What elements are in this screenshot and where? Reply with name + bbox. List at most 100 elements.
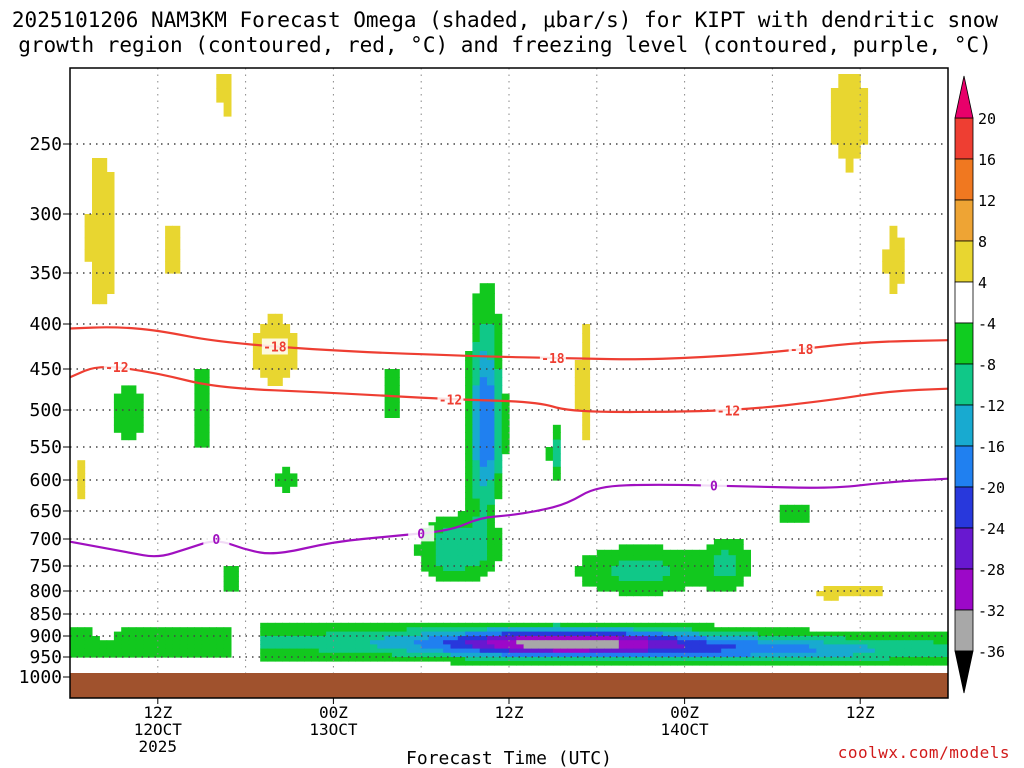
omega-cell <box>611 555 620 562</box>
omega-cell <box>165 261 173 274</box>
omega-cell <box>106 652 115 658</box>
colorbar-label: 16 <box>978 151 996 169</box>
omega-cell <box>640 636 649 641</box>
omega-cell <box>648 555 656 562</box>
omega-cell <box>472 566 481 572</box>
omega-cell <box>611 627 620 633</box>
omega-cell <box>501 393 510 403</box>
omega-cell <box>538 648 547 654</box>
x-tick-label: 13OCT <box>309 720 358 739</box>
omega-cell <box>662 627 671 633</box>
omega-cell <box>311 644 320 650</box>
omega-cell <box>362 636 371 641</box>
omega-cell <box>611 571 620 577</box>
omega-cell <box>187 652 195 658</box>
omega-cell <box>889 237 898 250</box>
omega-cell <box>465 460 473 468</box>
omega-cell <box>391 627 400 633</box>
omega-cell <box>487 544 495 551</box>
omega-cell <box>216 631 225 637</box>
omega-cell <box>201 644 210 650</box>
omega-cell <box>582 576 591 582</box>
omega-cell <box>282 369 291 378</box>
omega-cell <box>801 627 810 633</box>
omega-cell <box>472 576 481 582</box>
chart-title-line-2: growth region (contoured, red, °C) and f… <box>18 33 992 57</box>
omega-cell <box>867 657 876 662</box>
omega-cell <box>465 555 473 562</box>
omega-cell <box>911 661 920 666</box>
omega-cell <box>311 657 320 662</box>
omega-cell <box>633 576 642 582</box>
omega-cell <box>626 636 634 641</box>
omega-cell <box>99 249 108 262</box>
omega-cell <box>494 342 503 352</box>
colorbar-label: -16 <box>978 438 1005 456</box>
omega-cell <box>560 636 569 641</box>
omega-cell <box>582 652 591 658</box>
omega-cell <box>699 631 708 637</box>
omega-cell <box>399 627 408 633</box>
omega-cell <box>604 627 612 633</box>
omega-cell <box>604 648 612 654</box>
omega-cell <box>757 636 766 641</box>
omega-cell <box>823 640 832 645</box>
omega-cell <box>713 636 722 641</box>
omega-cell <box>896 636 905 641</box>
omega-cell <box>465 576 473 582</box>
omega-cell <box>472 424 481 433</box>
omega-cell <box>816 591 825 597</box>
omega-cell <box>465 453 473 461</box>
omega-cell <box>699 636 708 641</box>
omega-cell <box>92 172 100 187</box>
omega-cell <box>289 631 298 637</box>
omega-cell <box>406 657 415 662</box>
omega-cell <box>443 644 451 650</box>
omega-cell <box>70 627 78 633</box>
omega-cell <box>560 657 569 662</box>
omega-cell <box>589 571 598 577</box>
omega-cell <box>860 644 869 650</box>
omega-cell <box>304 644 312 650</box>
omega-cell <box>648 644 656 650</box>
omega-cell <box>465 439 473 448</box>
omega-cell <box>450 648 459 654</box>
omega-cell <box>662 661 671 666</box>
colorbar-segment <box>954 445 974 488</box>
omega-cell <box>531 652 539 658</box>
omega-cell <box>852 644 861 650</box>
omega-cell <box>626 631 634 637</box>
omega-cell <box>670 586 678 592</box>
omega-cell <box>274 360 283 370</box>
omega-cell <box>296 640 305 645</box>
omega-cell <box>487 303 495 315</box>
omega-cell <box>377 631 386 637</box>
omega-cell <box>77 648 86 654</box>
omega-cell <box>552 631 561 637</box>
omega-cell <box>128 636 137 641</box>
omega-cell <box>655 648 664 654</box>
omega-cell <box>545 644 554 650</box>
omega-cell <box>479 657 488 662</box>
omega-cell <box>648 560 656 567</box>
omega-cell <box>355 640 364 645</box>
omega-cell <box>801 516 810 523</box>
omega-cell <box>428 571 437 577</box>
omega-cell <box>157 627 166 633</box>
omega-cell <box>589 640 598 645</box>
omega-cell <box>267 652 276 658</box>
omega-cell <box>479 324 488 334</box>
ground-layer <box>70 673 948 698</box>
omega-cell <box>538 640 547 645</box>
omega-cell <box>713 549 722 556</box>
omega-cell <box>355 627 364 633</box>
omega-cell <box>904 631 912 637</box>
omega-cell <box>201 377 210 386</box>
omega-cell <box>655 657 664 662</box>
omega-cell <box>691 627 700 633</box>
omega-cell <box>904 648 912 654</box>
omega-cell <box>801 657 810 662</box>
omega-cell <box>348 636 356 641</box>
omega-cell <box>677 661 686 666</box>
omega-cell <box>487 527 495 534</box>
